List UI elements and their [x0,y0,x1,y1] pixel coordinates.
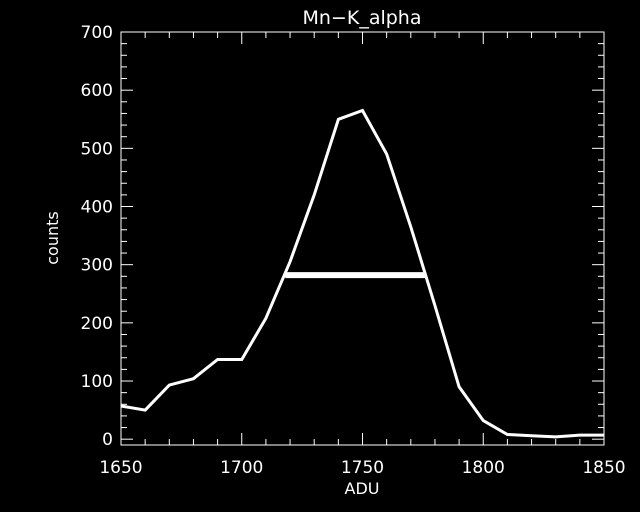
x-tick-label: 1650 [99,458,142,478]
x-tick-labels: 1650 1700 1750 1800 1850 [99,458,625,478]
y-tick-label: 300 [81,256,113,276]
axis-ticks [120,31,605,445]
chart-title: Mn−K_alpha [303,7,422,29]
y-tick-label: 700 [81,23,113,43]
x-axis-label: ADU [345,479,380,498]
y-tick-labels: 0 100 200 300 400 500 600 700 [81,23,113,450]
y-tick-label: 100 [81,372,113,392]
series-line [120,108,604,439]
series-layer [120,108,604,439]
y-tick-label: 400 [81,198,113,218]
x-tick-label: 1700 [220,458,263,478]
x-tick-label: 1850 [582,458,625,478]
x-tick-label: 1750 [341,458,384,478]
y-tick-label: 600 [81,81,113,101]
y-tick-label: 500 [81,139,113,159]
x-tick-label: 1800 [462,458,505,478]
y-axis-label: counts [43,211,62,264]
y-tick-label: 200 [81,314,113,334]
y-tick-label: 0 [102,430,113,450]
